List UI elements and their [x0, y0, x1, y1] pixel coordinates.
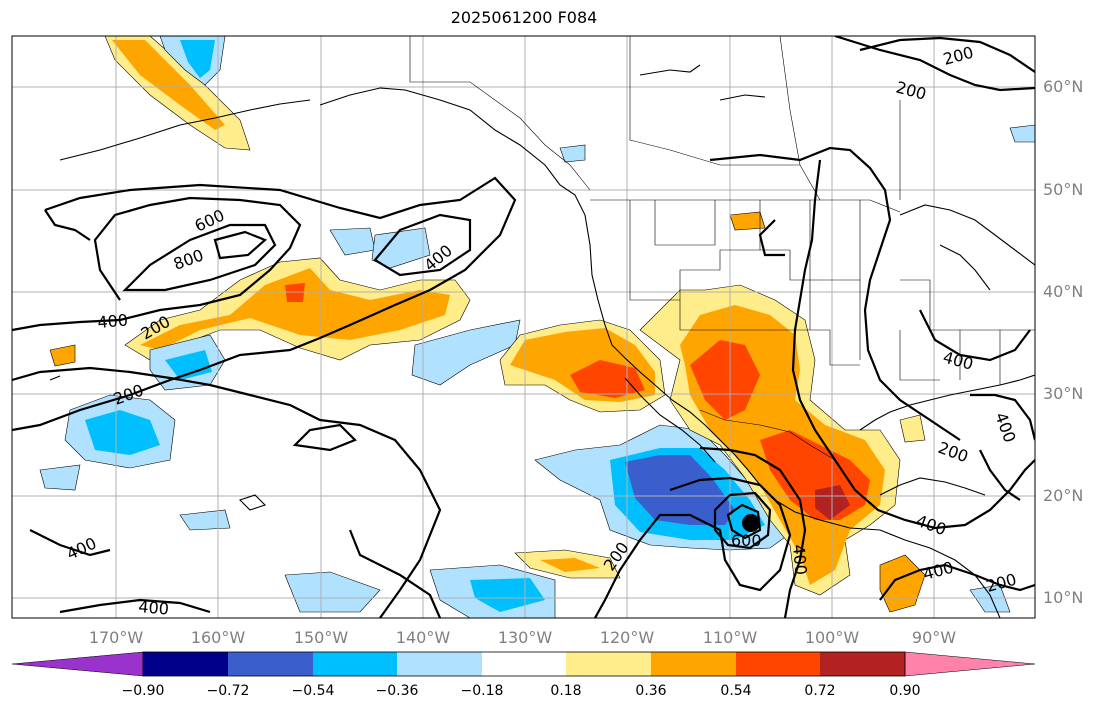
lon-label: 170°W — [88, 628, 144, 647]
anomaly-positive-plains — [729, 211, 766, 231]
colorbar-tick-label: 0.18 — [550, 683, 582, 699]
contour-label: 400 — [789, 544, 811, 576]
political-borders — [409, 36, 1035, 461]
colorbar-tick-label: −0.72 — [206, 683, 250, 699]
contour-label: 600 — [731, 531, 762, 550]
lon-label: 140°W — [395, 628, 451, 647]
lon-label: 160°W — [190, 628, 246, 647]
colorbar-segment — [313, 652, 397, 676]
anomaly-negative-south-2-core — [470, 578, 545, 612]
colorbar-extend-high — [904, 651, 1036, 677]
anomaly-negative-westpacific-core — [85, 410, 160, 455]
anomaly-positive-sw-us-core — [690, 340, 760, 420]
anomaly-negative-small-3 — [559, 144, 586, 163]
colorbar-tick-label: −0.36 — [375, 683, 419, 699]
lat-label: 40°N — [1043, 282, 1084, 301]
lat-label: 60°N — [1043, 77, 1084, 96]
lat-label: 30°N — [1043, 384, 1084, 403]
anomaly-positive-california-core — [570, 360, 645, 398]
anomaly-positive-small-1 — [49, 344, 76, 367]
graticule — [12, 36, 1035, 618]
contour-label: 400 — [97, 310, 129, 332]
lat-label: 50°N — [1043, 180, 1084, 199]
colorbar-tick-label: −0.90 — [121, 683, 165, 699]
lon-label: 150°W — [293, 628, 349, 647]
storm-center-dot — [742, 514, 760, 532]
colorbar-tick-label: −0.54 — [291, 683, 335, 699]
anomaly-positive-alaska-core — [112, 40, 225, 130]
colorbar-tick-label: 0.90 — [889, 683, 921, 699]
anomaly-negative-mexico-core — [625, 455, 735, 525]
lon-label: 120°W — [599, 628, 655, 647]
colorbar-segment — [566, 652, 651, 676]
lat-label: 20°N — [1043, 486, 1084, 505]
anomaly-negative-alaska-core — [180, 40, 215, 78]
anomaly-negative-northpacific-2 — [371, 227, 431, 269]
anomaly-negative-south — [284, 571, 381, 613]
colorbar-segment — [228, 652, 313, 676]
lon-label: 110°W — [702, 628, 758, 647]
anomaly-positive-texas — [899, 414, 926, 443]
anomaly-negative-small-4 — [1009, 124, 1035, 143]
colorbar-tick-label: 0.72 — [804, 683, 836, 699]
height-contours — [12, 36, 1035, 618]
plot-frame — [11, 35, 1036, 619]
colorbar-segment — [736, 652, 820, 676]
lat-label: 10°N — [1043, 588, 1084, 607]
colorbar-segment — [143, 652, 228, 676]
colorbar-tick-label: −0.18 — [460, 683, 504, 699]
colorbar-segment — [651, 652, 736, 676]
map-title: 2025061200 F084 — [450, 8, 598, 27]
colorbar-tick-label: 0.54 — [720, 683, 752, 699]
colorbar — [11, 651, 1036, 677]
shading-layer — [39, 36, 1035, 618]
anomaly-positive-midpacific-core — [140, 268, 450, 350]
lon-label: 100°W — [804, 628, 860, 647]
anomaly-negative-eastpacific — [411, 319, 521, 386]
lon-label: 130°W — [497, 628, 553, 647]
contour-label: 400 — [138, 597, 170, 619]
coastlines — [49, 64, 1035, 618]
colorbar-segment — [820, 652, 905, 676]
colorbar-segment — [482, 652, 566, 676]
anomaly-negative-central-core — [165, 350, 212, 380]
anomaly-negative-small-2 — [39, 464, 81, 491]
lon-label: 90°W — [911, 628, 957, 647]
colorbar-segment — [397, 652, 482, 676]
colorbar-extend-low — [11, 651, 144, 677]
colorbar-tick-label: 0.36 — [635, 683, 667, 699]
anomaly-positive-south-core — [540, 558, 600, 572]
